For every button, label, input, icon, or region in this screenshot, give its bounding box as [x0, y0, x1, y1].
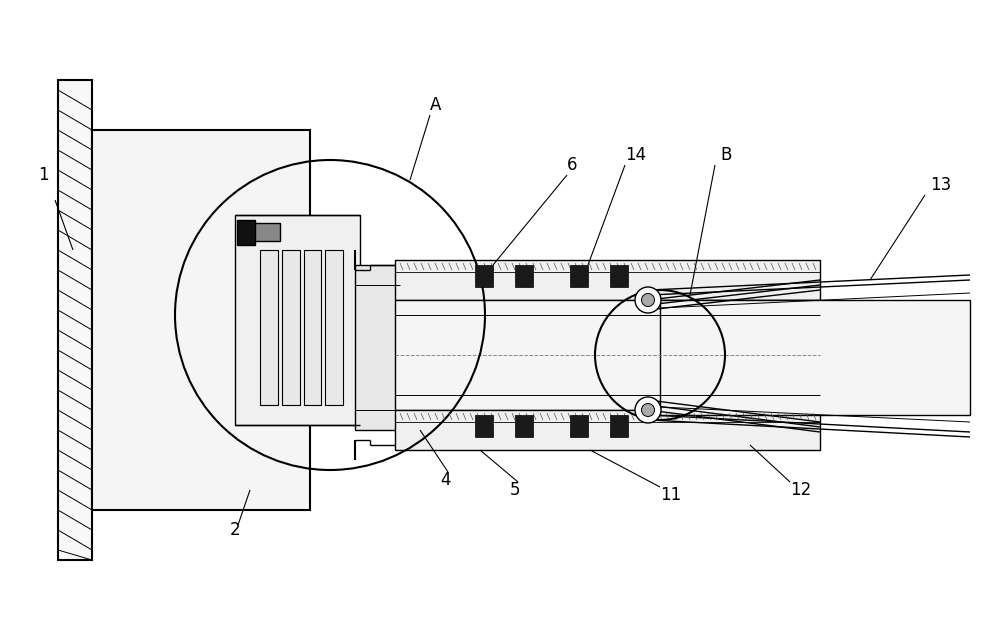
Text: 11: 11: [660, 486, 681, 504]
Bar: [92, 130, 310, 510]
Bar: [475, 415, 493, 437]
Text: 5: 5: [510, 481, 520, 499]
Bar: [237, 220, 255, 245]
Bar: [570, 265, 588, 287]
Bar: [570, 415, 588, 437]
Bar: [355, 265, 400, 430]
Bar: [475, 265, 493, 287]
Circle shape: [642, 293, 654, 307]
Bar: [395, 300, 820, 410]
Circle shape: [635, 287, 661, 313]
Bar: [515, 265, 533, 287]
Bar: [235, 215, 360, 425]
Bar: [395, 260, 820, 300]
Bar: [325, 250, 343, 405]
Bar: [260, 250, 278, 405]
Bar: [395, 410, 820, 450]
Text: 4: 4: [440, 471, 450, 489]
Circle shape: [642, 403, 654, 417]
Bar: [610, 415, 628, 437]
Text: 1: 1: [38, 166, 49, 184]
Bar: [304, 250, 321, 405]
Text: 14: 14: [625, 146, 646, 164]
Text: 6: 6: [567, 156, 578, 174]
Circle shape: [635, 397, 661, 423]
Bar: [515, 415, 533, 437]
Bar: [660, 300, 970, 415]
Text: 2: 2: [230, 521, 241, 539]
Text: 13: 13: [930, 176, 951, 194]
Bar: [255, 223, 280, 241]
Bar: [282, 250, 300, 405]
Text: 12: 12: [790, 481, 811, 499]
Bar: [610, 265, 628, 287]
Text: A: A: [430, 96, 441, 114]
Bar: [58, 80, 92, 560]
Text: B: B: [720, 146, 731, 164]
